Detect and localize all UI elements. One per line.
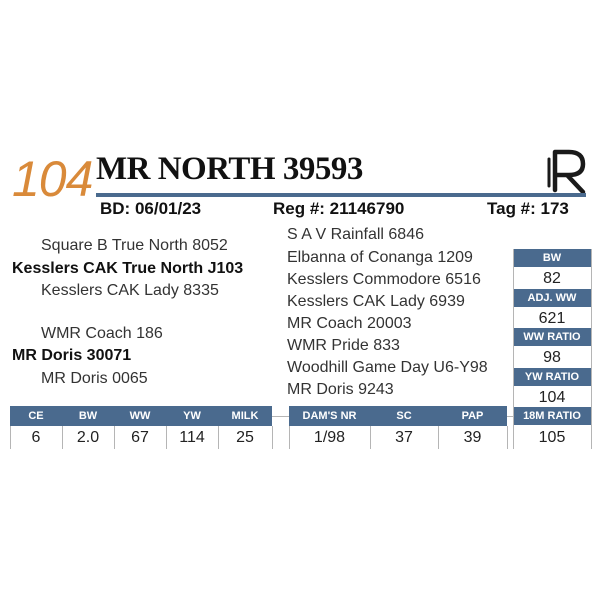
epd-value: 2.0 (76, 429, 100, 446)
side-stat-label: WW RATIO (513, 328, 591, 346)
extended-pedigree-item: MR Doris 9243 (287, 381, 394, 398)
pedigree-dam-sire: WMR Coach 186 (41, 325, 163, 342)
cell-divider (272, 426, 273, 449)
side-stat-label: BW (513, 249, 591, 267)
cell-divider (507, 426, 508, 449)
pedigree-sire-dam: Kesslers CAK Lady 8335 (41, 282, 219, 299)
side-stat-value: 82 (543, 270, 561, 287)
lot-number: 104 (12, 151, 93, 207)
dam-stat-value: 37 (395, 429, 413, 446)
pedigree-dam: MR Doris 30071 (12, 347, 132, 364)
epd-value: 67 (131, 429, 149, 446)
cell-divider (513, 249, 514, 449)
extended-pedigree-item: Woodhill Game Day U6-Y98 (287, 359, 488, 376)
epd-label: YW (183, 410, 201, 422)
pedigree-dam-dam: MR Doris 0065 (41, 370, 148, 387)
animal-name: MR NORTH 39593 (96, 151, 363, 187)
dam-stat-value: 39 (463, 429, 482, 446)
extended-pedigree-item: MR Coach 20003 (287, 315, 412, 332)
cell-divider (62, 426, 63, 449)
dam-stat-label: PAP (461, 410, 484, 422)
cell-divider (289, 426, 290, 449)
extended-pedigree-item: Kesslers CAK Lady 6939 (287, 293, 465, 310)
extended-pedigree-item: Kesslers Commodore 6516 (287, 271, 481, 288)
tag-number: Tag #: 173 (487, 199, 569, 218)
side-stat-value: 104 (538, 389, 566, 406)
dam-stat-label: DAM'S NR (302, 410, 357, 422)
cell-divider (370, 426, 371, 449)
epd-label: CE (28, 410, 44, 422)
extended-pedigree-item: WMR Pride 833 (287, 337, 400, 354)
cell-divider (218, 426, 219, 449)
side-stat-label: YW RATIO (513, 368, 591, 386)
side-stat-value: 98 (543, 349, 561, 366)
side-stat-value: 621 (538, 310, 566, 327)
registration-number: Reg #: 21146790 (273, 199, 405, 218)
cell-divider (438, 426, 439, 449)
side-stat-label: ADJ. WW (513, 289, 591, 307)
pedigree-sire: Kesslers CAK True North J103 (12, 260, 244, 277)
pedigree-sire-sire: Square B True North 8052 (41, 237, 228, 254)
epd-value: 6 (31, 429, 41, 446)
header-rule (96, 193, 586, 197)
epd-header-bar (10, 406, 272, 426)
epd-value: 25 (236, 429, 254, 446)
dam-stat-value: 1/98 (313, 429, 346, 446)
extended-pedigree-item: Elbanna of Conanga 1209 (287, 249, 473, 266)
side-stat-label: 18M RATIO (513, 407, 591, 425)
epd-label: WW (129, 410, 151, 422)
cell-divider (10, 426, 11, 449)
dam-stat-label: SC (396, 410, 412, 422)
dam-stats-header-bar (289, 406, 507, 426)
epd-label: BW (78, 410, 98, 422)
cell-divider (114, 426, 115, 449)
birth-date: BD: 06/01/23 (100, 199, 202, 218)
cell-divider (166, 426, 167, 449)
side-stat-value: 105 (538, 429, 566, 446)
table-connector (507, 416, 513, 417)
epd-label: MILK (231, 410, 259, 422)
brand-logo-icon: R (547, 149, 586, 194)
table-connector (272, 416, 289, 417)
extended-pedigree-item: S A V Rainfall 6846 (287, 226, 424, 243)
epd-value: 114 (179, 429, 205, 446)
cell-divider (591, 249, 592, 449)
